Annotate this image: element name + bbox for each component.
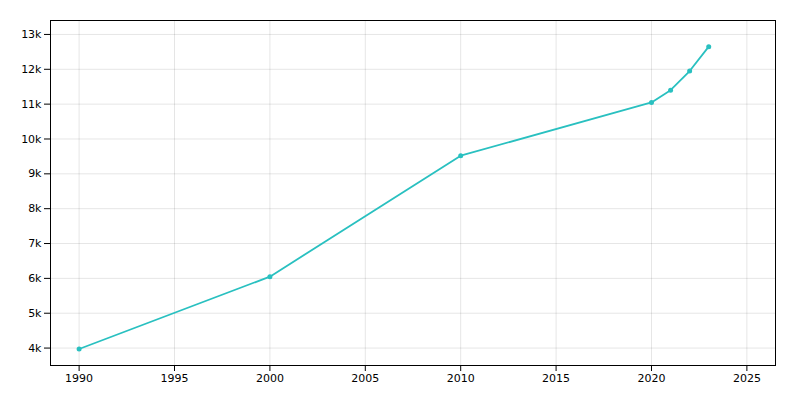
svg-text:11k: 11k [21, 98, 42, 111]
svg-text:7k: 7k [28, 237, 42, 250]
svg-text:4k: 4k [28, 342, 42, 355]
svg-text:2020: 2020 [637, 372, 665, 385]
svg-text:6k: 6k [28, 272, 42, 285]
svg-text:2005: 2005 [351, 372, 379, 385]
svg-text:8k: 8k [28, 202, 42, 215]
svg-text:2000: 2000 [256, 372, 284, 385]
svg-text:1990: 1990 [65, 372, 93, 385]
svg-text:12k: 12k [21, 63, 42, 76]
svg-text:13k: 13k [21, 28, 42, 41]
svg-text:2025: 2025 [733, 372, 761, 385]
svg-text:5k: 5k [28, 307, 42, 320]
svg-text:9k: 9k [28, 167, 42, 180]
svg-text:2015: 2015 [542, 372, 570, 385]
svg-text:1995: 1995 [161, 372, 189, 385]
svg-text:10k: 10k [21, 133, 42, 146]
svg-text:2010: 2010 [447, 372, 475, 385]
